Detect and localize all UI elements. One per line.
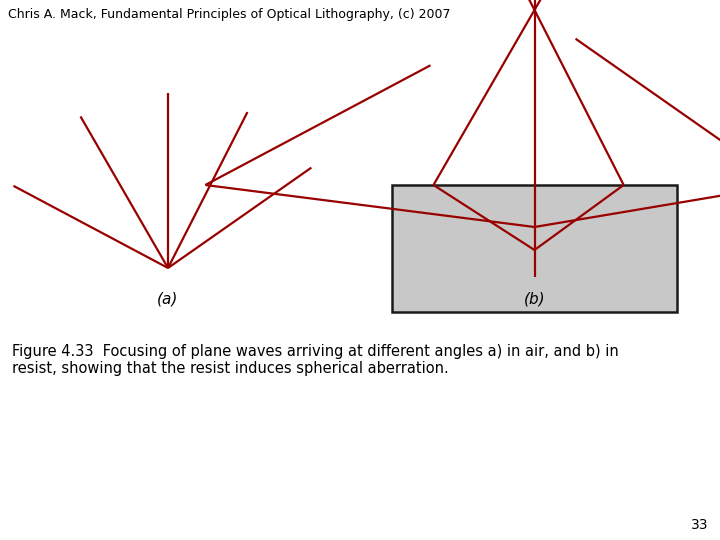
Bar	[392, 185, 677, 312]
Text: Chris A. Mack, Fundamental Principles of Optical Lithography, (c) 2007: Chris A. Mack, Fundamental Principles of…	[8, 8, 451, 21]
Text: Figure 4.33  Focusing of plane waves arriving at different angles a) in air, and: Figure 4.33 Focusing of plane waves arri…	[12, 344, 618, 359]
Text: resist, showing that the resist induces spherical aberration.: resist, showing that the resist induces …	[12, 361, 449, 376]
Text: (a): (a)	[157, 292, 179, 307]
Text: (b): (b)	[523, 292, 545, 307]
Text: 33: 33	[690, 518, 708, 532]
